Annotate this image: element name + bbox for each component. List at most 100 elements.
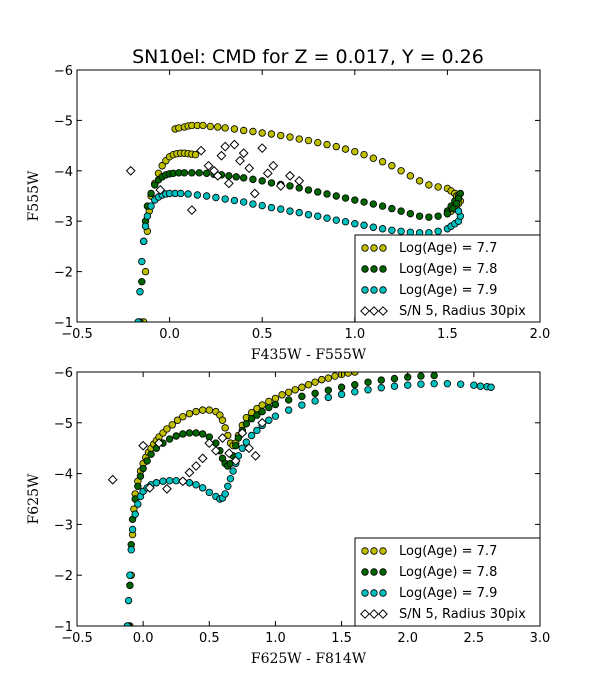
isochrone-point bbox=[218, 416, 227, 424]
isochrone-point bbox=[295, 208, 303, 217]
isochrone-point bbox=[134, 482, 142, 490]
legend-marker bbox=[379, 286, 387, 294]
isochrone-point bbox=[430, 372, 438, 380]
isochrone-point bbox=[271, 412, 280, 420]
legend-marker bbox=[370, 589, 378, 597]
legend-marker bbox=[361, 589, 369, 597]
legend-marker bbox=[369, 609, 379, 619]
legend-marker bbox=[378, 609, 388, 619]
isochrone-point bbox=[151, 181, 159, 189]
isochrone-point bbox=[390, 382, 399, 390]
x-tick-label: 3.0 bbox=[530, 631, 551, 646]
isochrone-point bbox=[165, 435, 174, 443]
isochrone-point bbox=[390, 374, 399, 383]
isochrone-point bbox=[185, 429, 194, 437]
legend-marker bbox=[379, 568, 387, 576]
isochrone-point bbox=[277, 205, 285, 213]
observed-point bbox=[125, 165, 136, 176]
observed-point bbox=[138, 440, 149, 451]
isochrone-point bbox=[168, 421, 176, 429]
legend-marker bbox=[361, 568, 369, 576]
isochrone-point bbox=[388, 162, 396, 170]
observed-point bbox=[244, 163, 255, 174]
observed-point bbox=[262, 168, 273, 179]
isochrone-point bbox=[265, 416, 273, 424]
isochrone-point bbox=[443, 379, 452, 388]
isochrone-point bbox=[234, 434, 243, 442]
isochrone-point bbox=[239, 198, 248, 206]
isochrone-point bbox=[230, 125, 239, 133]
observed-point bbox=[250, 450, 261, 461]
isochrone-point bbox=[139, 237, 148, 246]
isochrone-point bbox=[304, 210, 313, 219]
isochrone-point bbox=[138, 277, 146, 286]
observed-point bbox=[203, 160, 214, 171]
observed-point bbox=[155, 185, 166, 195]
legend-marker bbox=[361, 547, 369, 555]
legend-label: Log(Age) = 7.7 bbox=[399, 241, 497, 256]
isochrone-point bbox=[232, 173, 240, 181]
isochrone-point bbox=[415, 177, 424, 185]
isochrone-point bbox=[351, 220, 359, 228]
isochrone-point bbox=[337, 383, 346, 391]
isochrone-point bbox=[284, 396, 293, 404]
figure-title: SN10el: CMD for Z = 0.017, Y = 0.26 bbox=[132, 46, 484, 68]
observed-point bbox=[196, 145, 206, 156]
isochrone-point bbox=[311, 389, 319, 398]
isochrone-point bbox=[271, 400, 280, 409]
isochrone-point bbox=[136, 288, 144, 296]
observed-point bbox=[107, 474, 118, 485]
isochrone-point bbox=[249, 200, 257, 208]
isochrone-point bbox=[126, 571, 134, 579]
isochrone-point bbox=[242, 420, 251, 428]
isochrone-point bbox=[136, 472, 145, 480]
isochrone-point bbox=[193, 191, 202, 199]
x-tick-label: −0.5 bbox=[61, 631, 93, 646]
observed-point bbox=[216, 150, 227, 161]
isochrone-point bbox=[476, 382, 485, 390]
isochrone-point bbox=[388, 226, 396, 234]
legend-label: S/N 5, Radius 30pix bbox=[399, 607, 526, 622]
observed-point bbox=[162, 483, 172, 494]
legend-label: Log(Age) = 7.7 bbox=[399, 544, 497, 559]
x-tick-label: 2.0 bbox=[530, 327, 551, 342]
y-tick-label: −6 bbox=[54, 366, 73, 381]
y-tick-label: −1 bbox=[54, 620, 73, 635]
isochrone-point bbox=[286, 207, 294, 215]
legend-marker bbox=[370, 265, 378, 273]
isochrone-point bbox=[225, 172, 233, 180]
isochrone-point bbox=[172, 432, 180, 440]
isochrone-point bbox=[397, 227, 405, 235]
isochrone-point bbox=[454, 207, 463, 215]
isochrone-point bbox=[341, 194, 350, 202]
bottom-cmd-panel: −0.5 0.0 0.5 1.0 1.5 2.0 2.5 3.0 −1 −2 −3 −4 −5 −6 F62… bbox=[26, 366, 550, 667]
y-tick-label: −2 bbox=[54, 266, 73, 281]
legend-marker bbox=[378, 306, 388, 316]
isochrone-point bbox=[258, 177, 266, 185]
isochrone-point bbox=[147, 189, 155, 198]
x-tick-label: 2.0 bbox=[397, 631, 418, 646]
isochrone-point bbox=[430, 379, 438, 388]
isochrone-point bbox=[271, 394, 280, 403]
observed-point bbox=[197, 453, 208, 464]
isochrone-point bbox=[415, 212, 424, 220]
isochrone-point bbox=[198, 484, 207, 492]
isochrone-point bbox=[141, 267, 150, 276]
x-axis-label: F625W - F814W bbox=[251, 651, 367, 667]
isochrone-point bbox=[318, 375, 326, 384]
y-tick-label: −4 bbox=[54, 468, 73, 483]
legend-marker bbox=[361, 286, 369, 294]
isochrone-point bbox=[406, 209, 415, 218]
data-layer bbox=[107, 372, 495, 626]
isochrone-point bbox=[158, 162, 166, 170]
isochrone-point bbox=[434, 227, 442, 235]
isochrone-point bbox=[147, 202, 155, 210]
legend-marker bbox=[379, 589, 387, 597]
isochrone-point bbox=[404, 381, 412, 389]
isochrone-point bbox=[470, 381, 478, 389]
isochrone-point bbox=[267, 179, 276, 187]
observed-point bbox=[224, 448, 235, 459]
top-cmd-panel: −0.5 0.0 0.5 1.0 1.5 2.0 −1 −2 −3 −4 −5 −6 F435W - F… bbox=[26, 64, 550, 363]
y-tick-label: −3 bbox=[54, 518, 73, 533]
isochrone-point bbox=[185, 409, 194, 418]
